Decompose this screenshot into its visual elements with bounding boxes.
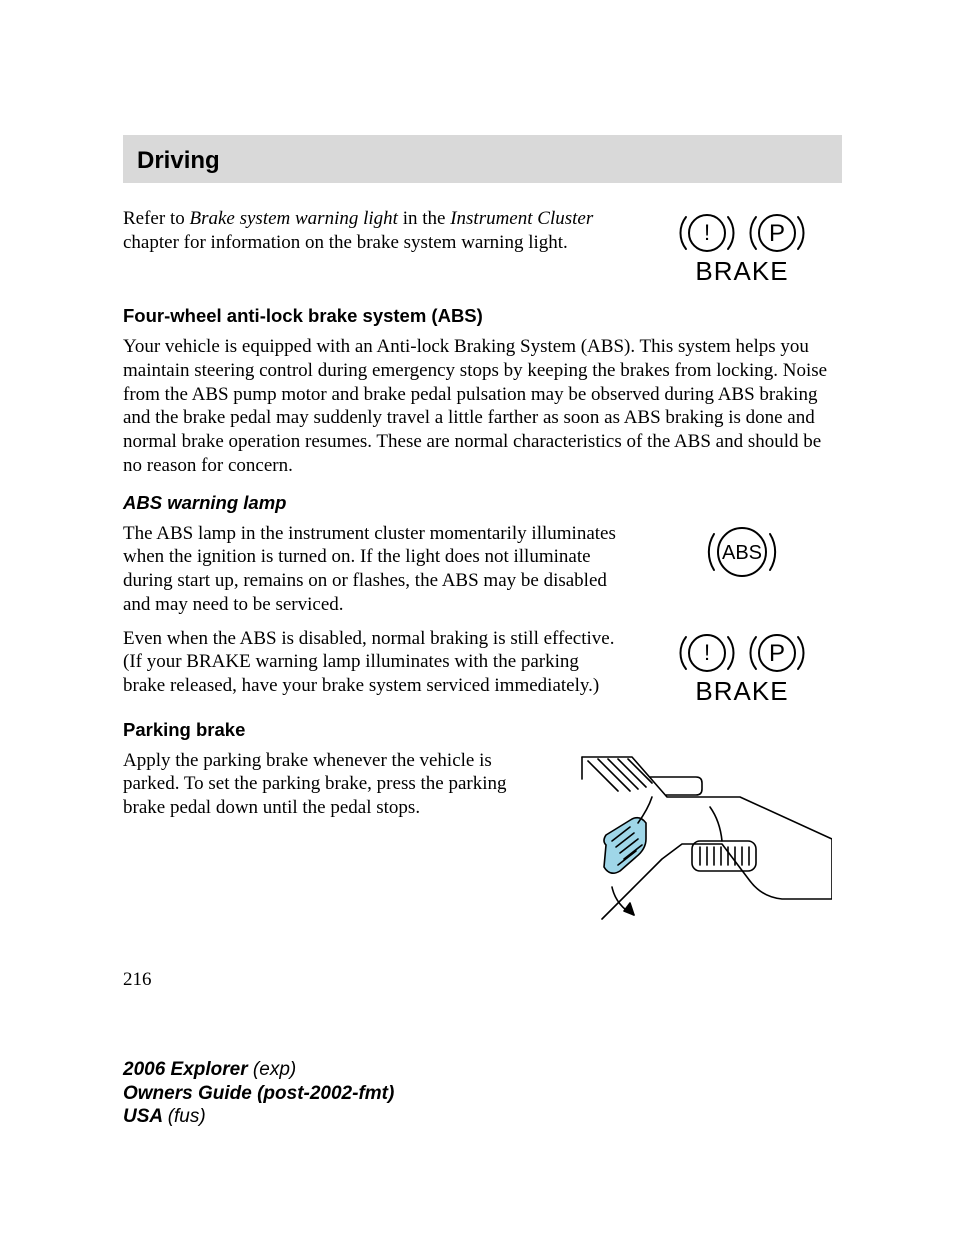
abs-heading: Four-wheel anti-lock brake system (ABS): [123, 305, 842, 327]
intro-text: Refer to Brake system warning light in t…: [123, 207, 622, 255]
page-number: 216: [123, 969, 842, 991]
abs-icon-wrap: ABS: [642, 522, 842, 582]
parking-section: Parking brake Apply the parking brake wh…: [123, 719, 842, 939]
brake-icon-p: P: [769, 220, 785, 247]
abs-indicator-icon: ABS: [682, 522, 802, 582]
intro-em2: Instrument Cluster: [450, 208, 593, 229]
chapter-title: Driving: [137, 147, 828, 175]
footer-model: 2006 Explorer: [123, 1059, 253, 1080]
intro-row: Refer to Brake system warning light in t…: [123, 207, 842, 285]
footer-region: USA: [123, 1106, 168, 1127]
abs-lamp-body1: The ABS lamp in the instrument cluster m…: [123, 522, 622, 617]
abs-lamp-row1: The ABS lamp in the instrument cluster m…: [123, 522, 842, 617]
abs-icon-label: ABS: [722, 542, 762, 564]
brake-icon-wrap-2: ! P BRAKE: [642, 627, 842, 705]
brake-icon2-label: BRAKE: [695, 676, 788, 705]
footer-model-code: (exp): [253, 1059, 296, 1080]
footer-line-3: USA (fus): [123, 1105, 394, 1129]
abs-lamp-heading: ABS warning lamp: [123, 492, 842, 514]
footer-region-code: (fus): [168, 1106, 206, 1127]
parking-brake-pedal-icon: [572, 749, 832, 939]
intro-pre: Refer to: [123, 208, 189, 229]
footer-guide: Owners Guide (post-2002-fmt): [123, 1082, 394, 1106]
abs-lamp-section: ABS warning lamp The ABS lamp in the ins…: [123, 492, 842, 705]
parking-heading: Parking brake: [123, 719, 842, 741]
pedal-illustration-wrap: [562, 749, 842, 939]
chapter-header-bar: Driving: [123, 135, 842, 183]
brake-warning-icon: ! P BRAKE: [652, 207, 832, 285]
intro-mid: in the: [398, 208, 450, 229]
abs-lamp-body2: Even when the ABS is disabled, normal br…: [123, 627, 622, 698]
abs-lamp-row2: Even when the ABS is disabled, normal br…: [123, 627, 842, 705]
brake-warning-icon-2: ! P BRAKE: [652, 627, 832, 705]
brake-icon-exclaim: !: [704, 220, 710, 245]
brake-icon2-exclaim: !: [704, 640, 710, 665]
abs-section: Four-wheel anti-lock brake system (ABS) …: [123, 305, 842, 478]
parking-row: Apply the parking brake whenever the veh…: [123, 749, 842, 939]
intro-em1: Brake system warning light: [189, 208, 397, 229]
parking-body: Apply the parking brake whenever the veh…: [123, 749, 542, 820]
page: Driving Refer to Brake system warning li…: [0, 0, 954, 1235]
brake-icon-wrap: ! P BRAKE: [642, 207, 842, 285]
footer-line-1: 2006 Explorer (exp): [123, 1058, 394, 1082]
brake-icon-label: BRAKE: [695, 256, 788, 285]
footer: 2006 Explorer (exp) Owners Guide (post-2…: [123, 1058, 394, 1129]
brake-icon2-p: P: [769, 640, 785, 667]
abs-body: Your vehicle is equipped with an Anti-lo…: [123, 335, 842, 478]
intro-post: chapter for information on the brake sys…: [123, 232, 568, 253]
